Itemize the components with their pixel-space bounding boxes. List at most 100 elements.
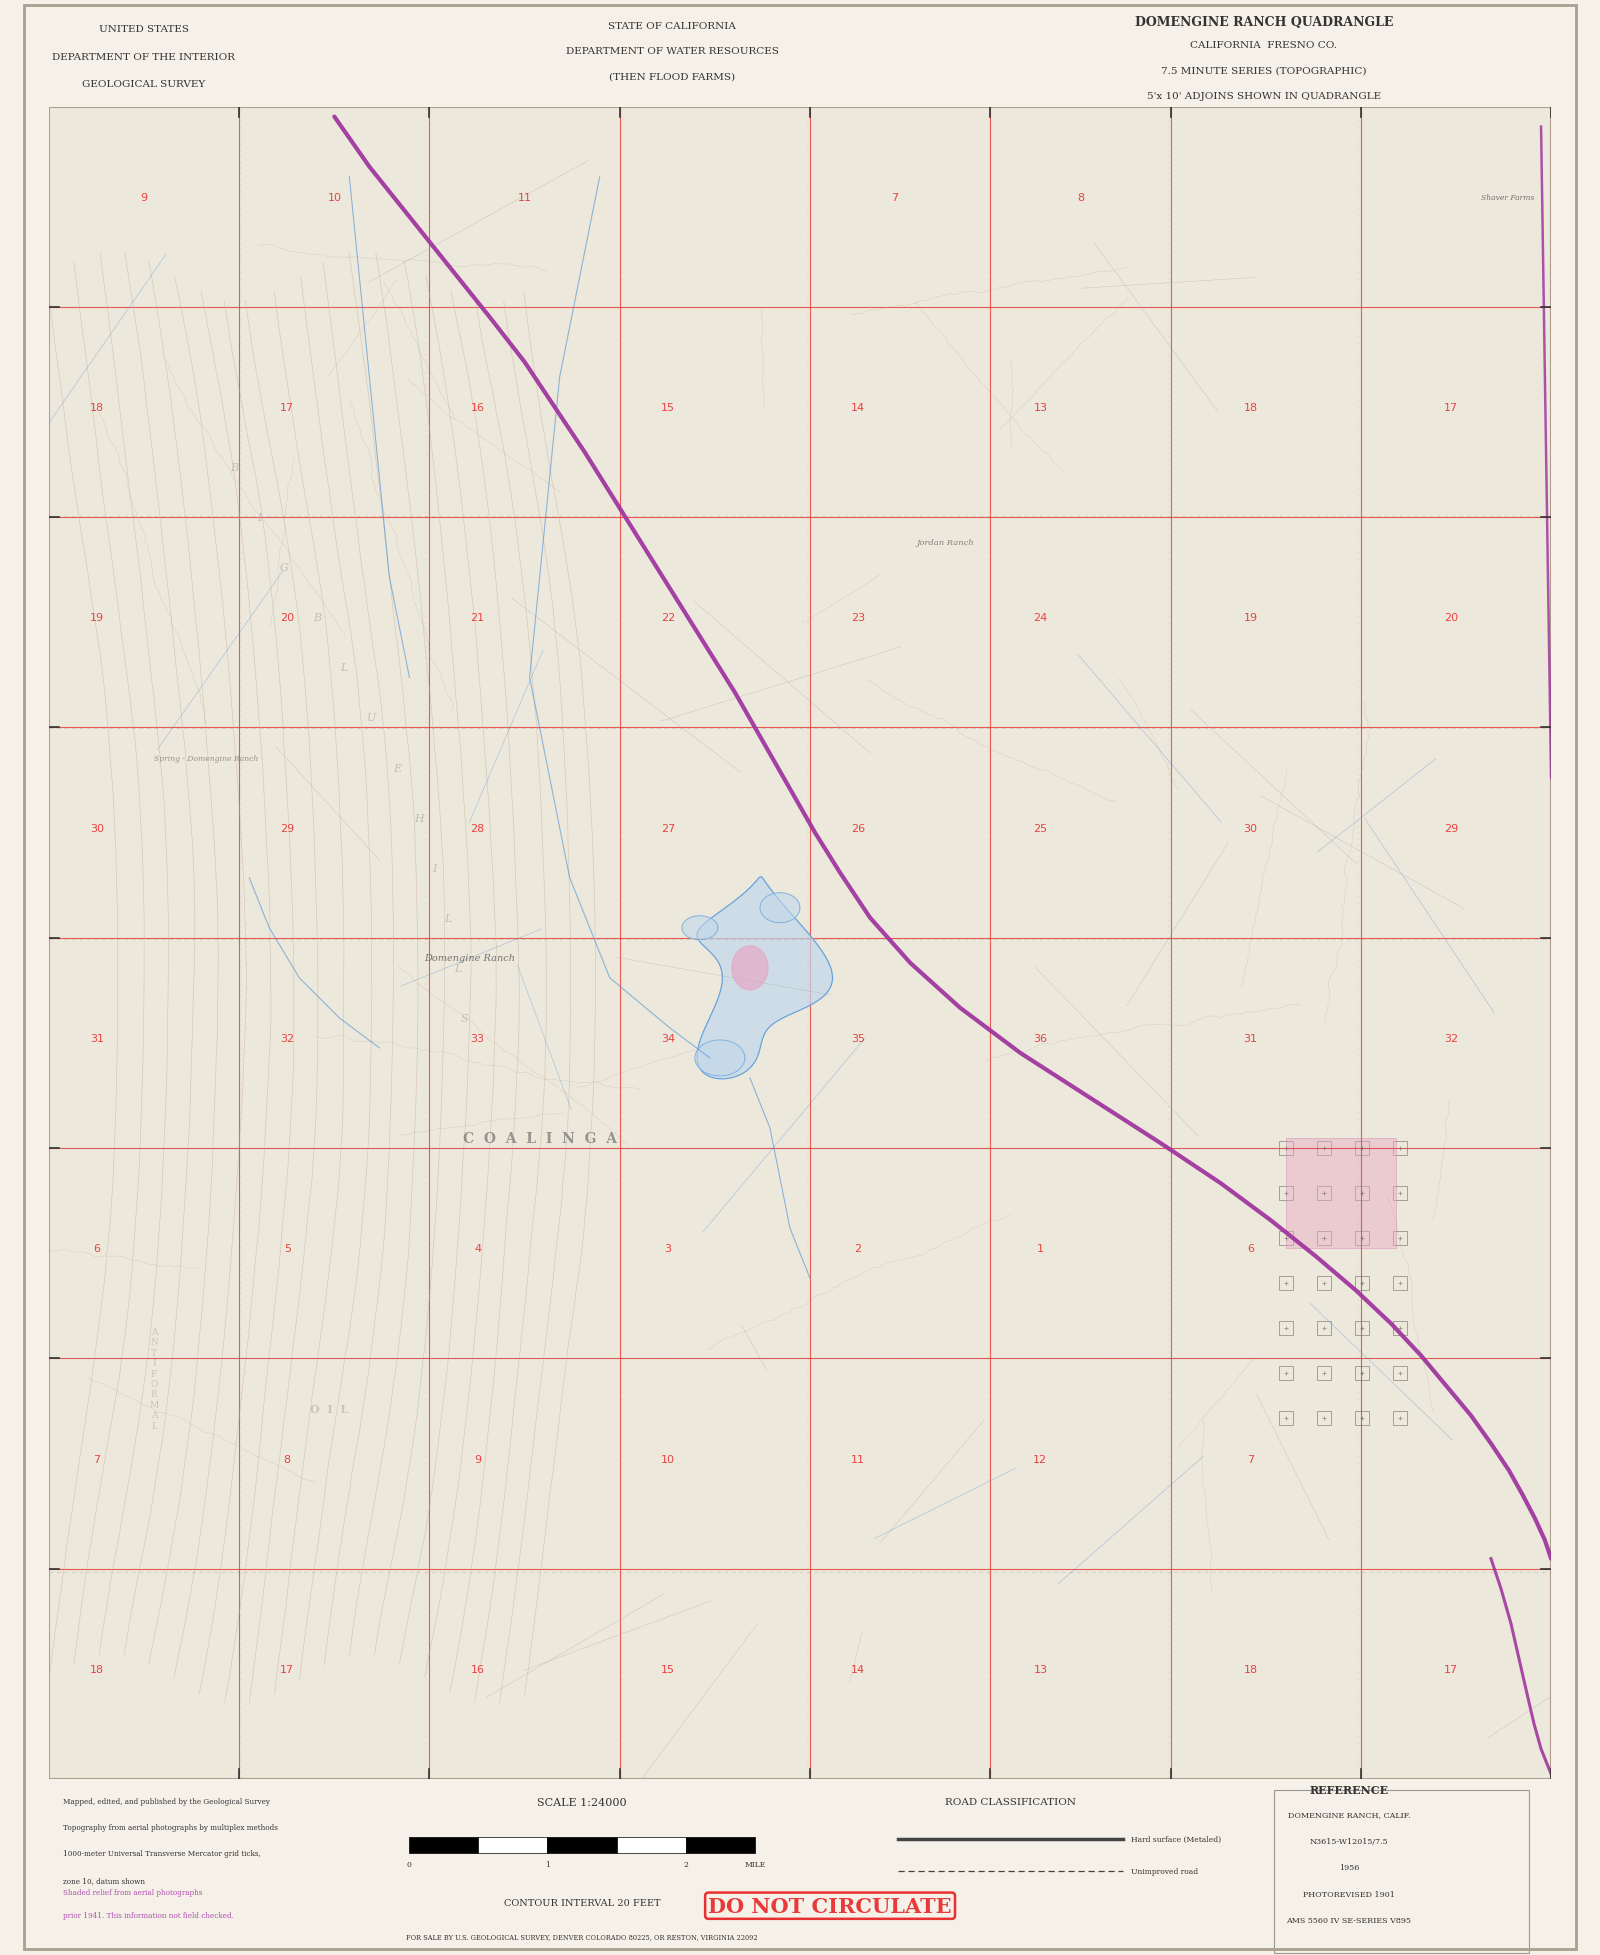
Text: B: B: [230, 463, 238, 473]
Text: DOMENGINE RANCH, CALIF.: DOMENGINE RANCH, CALIF.: [1288, 1810, 1410, 1818]
Text: 0: 0: [406, 1859, 411, 1867]
Text: 32: 32: [280, 1034, 294, 1044]
Text: 32: 32: [1443, 1034, 1458, 1044]
Text: AMS 5560 IV SE-SERIES V895: AMS 5560 IV SE-SERIES V895: [1286, 1916, 1411, 1924]
Bar: [1317, 1412, 1331, 1425]
Text: 11: 11: [851, 1455, 866, 1464]
Text: Topography from aerial photographs by multiplex methods: Topography from aerial photographs by mu…: [62, 1822, 278, 1832]
Text: Hard surface (Metaled): Hard surface (Metaled): [1131, 1836, 1221, 1844]
Text: 26: 26: [851, 823, 866, 833]
Text: 15: 15: [661, 1664, 675, 1673]
Text: DEPARTMENT OF THE INTERIOR: DEPARTMENT OF THE INTERIOR: [53, 53, 235, 63]
Text: 13: 13: [1034, 403, 1048, 413]
Text: 1: 1: [546, 1859, 550, 1867]
Bar: [616, 1838, 686, 1853]
Text: L: L: [341, 663, 349, 673]
Text: 20: 20: [280, 614, 294, 624]
Text: 17: 17: [280, 1664, 294, 1673]
Text: 9: 9: [141, 194, 147, 203]
Text: 5'x 10' ADJOINS SHOWN IN QUADRANGLE: 5'x 10' ADJOINS SHOWN IN QUADRANGLE: [1147, 92, 1381, 102]
Bar: [1278, 1412, 1293, 1425]
Bar: [1278, 1322, 1293, 1335]
Text: 19: 19: [1243, 614, 1258, 624]
Text: SCALE 1:24000: SCALE 1:24000: [538, 1797, 627, 1806]
Bar: [1394, 1277, 1406, 1290]
Text: 27: 27: [661, 823, 675, 833]
Text: G: G: [280, 563, 288, 573]
Text: 14: 14: [851, 403, 866, 413]
Bar: [1278, 1232, 1293, 1245]
Text: 19: 19: [90, 614, 104, 624]
Text: 7: 7: [891, 194, 899, 203]
Text: B: B: [314, 614, 322, 624]
Text: UNITED STATES: UNITED STATES: [99, 25, 189, 35]
Text: (THEN FLOOD FARMS): (THEN FLOOD FARMS): [610, 72, 734, 82]
Polygon shape: [682, 917, 718, 940]
Text: 13: 13: [1034, 1664, 1048, 1673]
Text: 4: 4: [474, 1243, 482, 1253]
Bar: [1394, 1232, 1406, 1245]
Text: 3: 3: [664, 1243, 672, 1253]
Text: S: S: [461, 1013, 469, 1022]
Text: 36: 36: [1034, 1034, 1048, 1044]
Text: Unimproved road: Unimproved road: [1131, 1867, 1198, 1875]
Text: 10: 10: [661, 1455, 675, 1464]
Text: 16: 16: [470, 1664, 485, 1673]
Text: 18: 18: [1243, 403, 1258, 413]
Text: 20: 20: [1443, 614, 1458, 624]
Text: 7: 7: [1246, 1455, 1254, 1464]
Polygon shape: [760, 893, 800, 923]
Text: STATE OF CALIFORNIA: STATE OF CALIFORNIA: [608, 22, 736, 31]
Text: PHOTOREVISED 1901: PHOTOREVISED 1901: [1302, 1890, 1395, 1898]
Text: U: U: [366, 714, 376, 723]
Text: 8: 8: [283, 1455, 291, 1464]
Text: 17: 17: [280, 403, 294, 413]
Text: 7: 7: [93, 1455, 101, 1464]
Text: C  O  A  L  I  N  G  A: C O A L I N G A: [462, 1132, 616, 1146]
Text: 2: 2: [683, 1859, 688, 1867]
Text: DO NOT CIRCULATE: DO NOT CIRCULATE: [709, 1896, 952, 1916]
Text: L: L: [454, 964, 461, 974]
Text: Spring - Domengine Ranch: Spring - Domengine Ranch: [154, 755, 258, 762]
Text: 21: 21: [470, 614, 485, 624]
Bar: [1355, 1322, 1370, 1335]
Bar: [1355, 1412, 1370, 1425]
Text: Shaded relief from aerial photographs: Shaded relief from aerial photographs: [62, 1889, 203, 1896]
Text: 6: 6: [93, 1243, 101, 1253]
Bar: [1394, 1142, 1406, 1155]
Text: 31: 31: [1243, 1034, 1258, 1044]
Polygon shape: [731, 946, 768, 991]
Text: 1000-meter Universal Transverse Mercator grid ticks,: 1000-meter Universal Transverse Mercator…: [62, 1849, 261, 1857]
Bar: [1317, 1232, 1331, 1245]
Bar: [1394, 1187, 1406, 1200]
Bar: [547, 1838, 616, 1853]
Text: 1: 1: [1037, 1243, 1043, 1253]
Bar: [1355, 1142, 1370, 1155]
Text: Domengine Ranch: Domengine Ranch: [424, 954, 515, 962]
Text: 12: 12: [1034, 1455, 1048, 1464]
Bar: [1278, 1142, 1293, 1155]
Text: I: I: [432, 864, 437, 874]
Text: prior 1941. This information not field checked.: prior 1941. This information not field c…: [62, 1912, 234, 1920]
Text: 31: 31: [90, 1034, 104, 1044]
Text: ROAD CLASSIFICATION: ROAD CLASSIFICATION: [946, 1797, 1077, 1806]
Text: 15: 15: [661, 403, 675, 413]
Text: CONTOUR INTERVAL 20 FEET: CONTOUR INTERVAL 20 FEET: [504, 1898, 661, 1906]
Bar: [1317, 1187, 1331, 1200]
Text: H: H: [414, 813, 424, 823]
Text: 22: 22: [661, 614, 675, 624]
Text: Shaver Farms: Shaver Farms: [1482, 194, 1534, 201]
Text: 7.5 MINUTE SERIES (TOPOGRAPHIC): 7.5 MINUTE SERIES (TOPOGRAPHIC): [1162, 66, 1366, 76]
Bar: [1317, 1322, 1331, 1335]
Text: 17: 17: [1443, 403, 1458, 413]
Text: N3615-W12015/7.5: N3615-W12015/7.5: [1310, 1838, 1389, 1846]
Text: 28: 28: [470, 823, 485, 833]
Bar: [478, 1838, 547, 1853]
Bar: [1355, 1232, 1370, 1245]
Bar: [1394, 1367, 1406, 1380]
Text: 18: 18: [90, 1664, 104, 1673]
Bar: [686, 1838, 755, 1853]
Bar: [1274, 1789, 1530, 1953]
Text: 14: 14: [851, 1664, 866, 1673]
Text: 17: 17: [1443, 1664, 1458, 1673]
